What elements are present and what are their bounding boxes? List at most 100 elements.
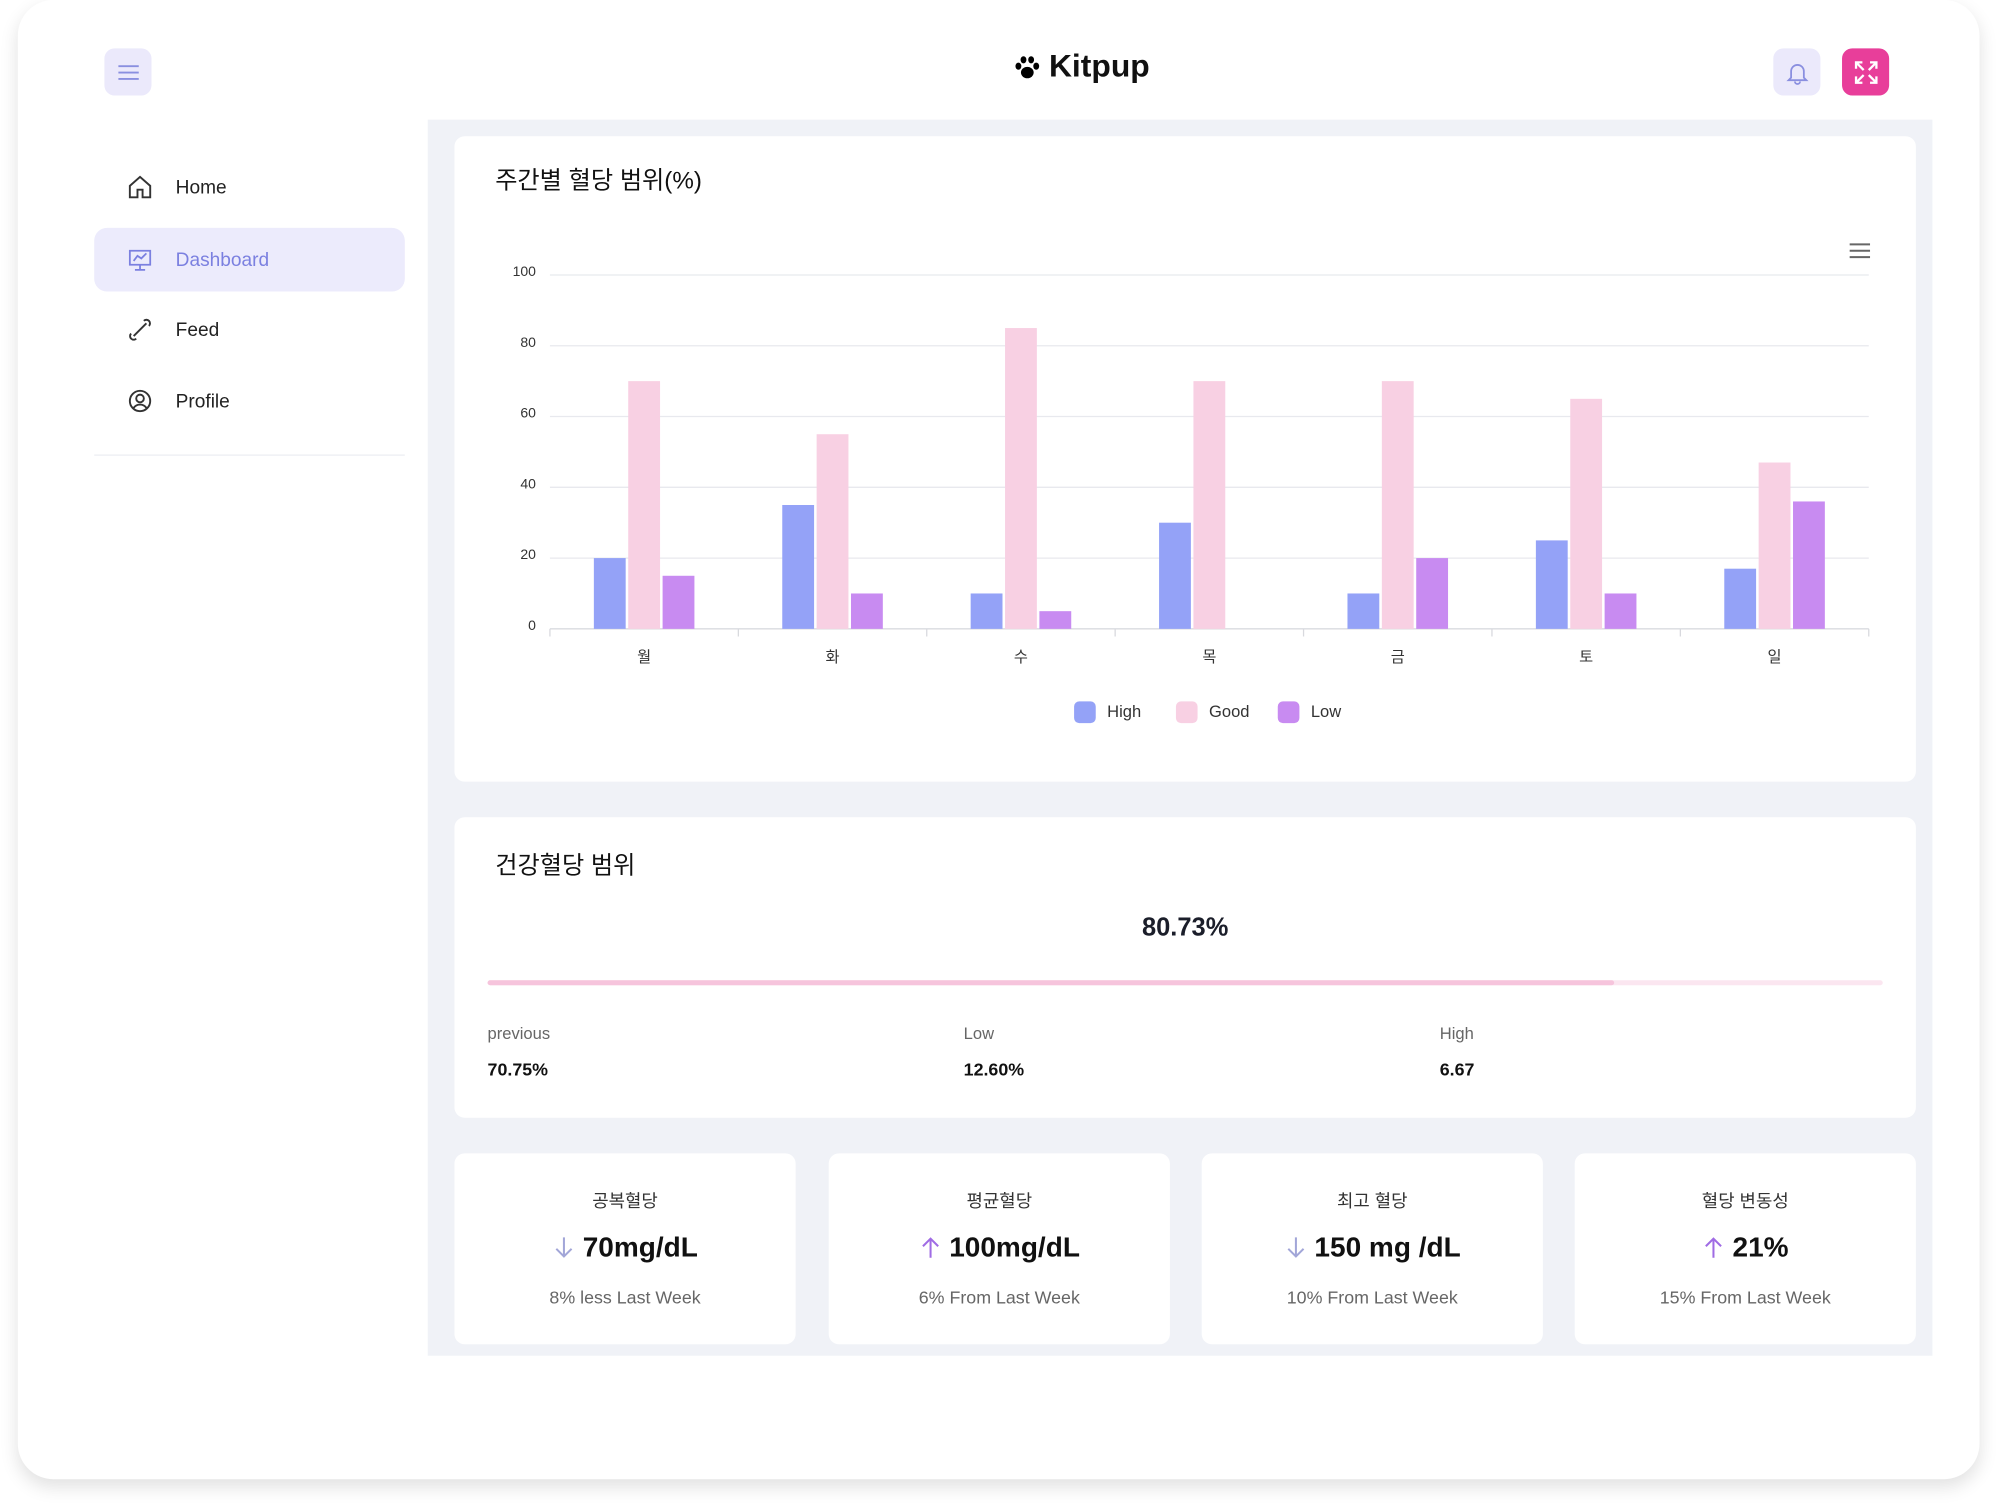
bar [816, 434, 849, 629]
stat-label: Low [963, 1023, 995, 1043]
card-value-row: 150 mg /dL [1202, 1231, 1543, 1264]
x-tick-label: 수 [1014, 649, 1028, 666]
card-note: 6% From Last Week [918, 1287, 1080, 1308]
bar [1724, 568, 1757, 629]
stat-card: 평균혈당 100mg/dL 6% From Last Week [828, 1153, 1170, 1345]
legend-swatch [1277, 701, 1300, 724]
card-value: 100mg/dL [949, 1230, 1080, 1263]
progress-bar [487, 980, 1614, 986]
profile-icon [128, 389, 152, 413]
fullscreen-button[interactable] [1842, 48, 1890, 96]
x-tick-label: 목 [1202, 649, 1216, 666]
card-title: 혈당 변동성 [1701, 1190, 1789, 1211]
bar [1381, 381, 1414, 629]
y-tick-label: 40 [520, 475, 536, 491]
menu-icon [117, 64, 139, 80]
health-card: 건강혈당 범위 80.73% previous 70.75% Low 12.60% Hi… [454, 817, 1916, 1118]
y-tick-label: 80 [520, 334, 536, 350]
home-icon [128, 175, 152, 199]
nav-item[interactable]: Profile [94, 369, 405, 433]
bar [1039, 611, 1072, 629]
notification-button[interactable] [1773, 48, 1821, 96]
bell-icon [1785, 63, 1808, 85]
stat-card: 최고 혈당 150 mg /dL 10% From Last Week [1201, 1153, 1543, 1345]
card-value-row: 70mg/dL [454, 1231, 795, 1264]
dashboard-icon [128, 249, 152, 271]
card-title: 공복혈당 [592, 1190, 658, 1211]
nav-item[interactable]: Feed [94, 298, 405, 362]
menu-button[interactable] [104, 48, 152, 96]
expand-icon [1854, 60, 1877, 84]
bar [593, 558, 626, 629]
trend-icon [921, 1237, 939, 1258]
card-note: 15% From Last Week [1659, 1287, 1831, 1308]
chart-title: 주간별 혈당 범위(%) [495, 167, 702, 194]
bar [1793, 501, 1825, 629]
nav-label: Feed [175, 318, 220, 341]
nav-label: Profile [175, 390, 230, 412]
x-tick-label: 일 [1768, 649, 1782, 666]
bar [1604, 593, 1637, 629]
bar [628, 381, 661, 629]
stat-value: 70.75% [487, 1059, 549, 1080]
legend-swatch [1175, 701, 1198, 724]
bar [1193, 381, 1226, 629]
bar [1416, 558, 1449, 629]
trend-icon [555, 1237, 572, 1258]
health-title: 건강혈당 범위 [495, 852, 636, 880]
bar [782, 504, 815, 629]
progress-label: 80.73% [1141, 914, 1229, 943]
bar [1159, 522, 1191, 629]
nav-label: Dashboard [175, 248, 270, 271]
legend-label: Good [1209, 702, 1249, 721]
card-title: 최고 혈당 [1337, 1190, 1408, 1211]
stat-value: 12.60% [963, 1059, 1025, 1080]
bar [1005, 328, 1037, 629]
nav-item[interactable]: Home [94, 155, 405, 219]
stat-label: High [1439, 1023, 1474, 1043]
bar [1570, 398, 1603, 629]
bar [1758, 462, 1791, 629]
trend-icon [1286, 1237, 1304, 1258]
x-tick-label: 금 [1391, 649, 1405, 666]
bar [851, 593, 883, 629]
paw-icon [1015, 55, 1040, 78]
card-value: 21% [1732, 1230, 1789, 1263]
legend-label: High [1107, 702, 1141, 721]
chart-card: 주간별 혈당 범위(%) 0 20 40 60 80 100 월 화 수 목 금 토 일 High Good… [454, 136, 1916, 782]
progress-track [487, 980, 1883, 986]
stat-label: previous [487, 1023, 551, 1043]
nav-item-active[interactable]: Dashboard [94, 227, 405, 292]
x-tick-label: 토 [1579, 649, 1593, 666]
y-tick-label: 100 [513, 263, 537, 279]
logo[interactable]: Kitpup [1013, 48, 1150, 85]
nav-label: Home [175, 176, 227, 198]
bar [662, 575, 695, 629]
bar [1347, 593, 1380, 629]
card-note: 8% less Last Week [549, 1287, 701, 1308]
card-value: 150 mg /dL [1314, 1230, 1461, 1263]
chart-menu-icon[interactable] [1849, 243, 1871, 259]
bar [1535, 540, 1568, 629]
bar [970, 593, 1003, 629]
x-tick-label: 화 [826, 649, 840, 666]
nav-divider [94, 454, 405, 456]
x-tick-label: 월 [637, 649, 651, 666]
card-value-row: 100mg/dL [829, 1231, 1170, 1264]
stat-value: 6.67 [1439, 1059, 1475, 1080]
logo-text: Kitpup [1048, 48, 1150, 85]
y-tick-label: 0 [528, 617, 536, 633]
card-title: 평균혈당 [966, 1190, 1033, 1211]
stat-card: 혈당 변동성 21% 15% From Last Week [1574, 1153, 1916, 1345]
y-tick-label: 20 [520, 546, 536, 562]
card-value: 70mg/dL [582, 1230, 698, 1263]
trend-icon [1705, 1237, 1722, 1258]
card-value-row: 21% [1575, 1231, 1916, 1264]
legend-swatch [1074, 701, 1096, 724]
legend-label: Low [1311, 702, 1341, 721]
card-note: 10% From Last Week [1286, 1287, 1458, 1308]
bone-icon [129, 318, 151, 341]
bar-chart: 주간별 혈당 범위(%) 0 20 40 60 80 100 월 화 수 목 금 토 일 High Good… [495, 167, 1871, 724]
